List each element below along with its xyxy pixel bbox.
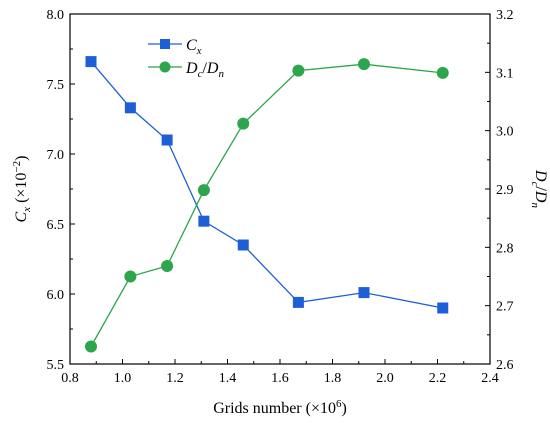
y-right-tick-label: 3.2 xyxy=(496,8,514,23)
series-line-1 xyxy=(90,63,443,347)
x-tick-label: 2.4 xyxy=(481,371,499,386)
series-1-point xyxy=(85,340,97,353)
series-1-point xyxy=(237,117,250,130)
y-left-axis-title: Cx (×10−2) xyxy=(11,156,33,223)
ticks-layer: 0.8 1.0 1.2 1.4 1.6 1.8 2.0 2.2 2.4 5.5 6.0 6.5 7.0 7… xyxy=(47,8,514,386)
y-right-title-a: D xyxy=(532,169,549,182)
legend-dcdn-b-sub: n xyxy=(218,68,224,80)
y-left-title-mult: (×10 xyxy=(13,173,30,207)
legend-label-dcdn: Dc/Dn xyxy=(185,60,224,80)
legend-dcdn-b: D xyxy=(206,60,219,77)
y-left-tick-label: 5.5 xyxy=(47,358,65,373)
series-0-point xyxy=(437,302,449,314)
x-axis-title: Grids number (×106) xyxy=(213,398,347,417)
x-tick-label: 1.0 xyxy=(114,371,132,386)
legend-marker-cx xyxy=(160,39,170,49)
y-right-title-b-sub: n xyxy=(529,202,541,208)
y-left-tick-label: 7.5 xyxy=(47,78,65,93)
series-layer xyxy=(85,56,449,353)
x-axis-title-close: ) xyxy=(341,400,346,417)
x-tick-label: 1.8 xyxy=(324,371,342,386)
series-1-point xyxy=(197,184,210,197)
y-right-tick-label: 2.8 xyxy=(496,241,514,256)
plot-frame xyxy=(69,13,491,365)
legend-label-cx: Cx xyxy=(186,37,202,57)
y-right-title-a-sub: c xyxy=(529,182,541,187)
y-right-tick-label: 2.9 xyxy=(496,183,514,198)
series-1-point xyxy=(161,260,174,272)
series-1-point xyxy=(436,66,449,79)
legend-dcdn-slash: / xyxy=(202,60,207,77)
x-tick-label: 0.8 xyxy=(61,371,79,386)
y-right-tick-label: 3.0 xyxy=(496,125,514,140)
y-left-tick-label: 6.5 xyxy=(47,218,65,233)
x-tick-label: 2.0 xyxy=(376,371,394,386)
series-0-point xyxy=(237,239,249,251)
x-tick-label: 1.4 xyxy=(219,371,237,386)
y-left-title-sup: −2 xyxy=(11,161,23,173)
legend: Cx Dc/Dn xyxy=(148,37,224,80)
y-right-tick-label: 2.6 xyxy=(496,358,514,373)
series-1-point xyxy=(124,270,137,283)
series-0-point xyxy=(85,56,97,68)
x-tick-label: 2.2 xyxy=(429,371,447,386)
legend-marker-dcdn xyxy=(159,61,171,73)
series-1-point xyxy=(292,64,305,77)
legend-cx-main: C xyxy=(186,37,197,54)
legend-dcdn-a-sub: c xyxy=(198,68,203,80)
y-left-tick-label: 8.0 xyxy=(47,8,65,23)
y-right-title-b: D xyxy=(532,190,549,203)
series-line-0 xyxy=(90,61,443,309)
y-left-title-sub: x xyxy=(21,207,33,213)
series-0-point xyxy=(292,296,304,308)
y-right-axis-title: Dc/Dn xyxy=(529,169,549,208)
y-left-tick-label: 6.0 xyxy=(47,288,65,303)
y-left-tick-label: 7.0 xyxy=(47,148,65,163)
y-right-tick-label: 2.7 xyxy=(496,300,514,315)
series-1-point xyxy=(358,58,370,71)
x-tick-label: 1.2 xyxy=(166,371,184,386)
x-axis-title-text: Grids number (×10 xyxy=(213,400,336,417)
series-0-point xyxy=(358,287,370,299)
y-left-title-close: ) xyxy=(13,156,30,161)
legend-cx-sub: x xyxy=(196,45,202,57)
x-tick-label: 1.6 xyxy=(271,371,289,386)
series-0-point xyxy=(161,134,173,146)
series-0-point xyxy=(198,215,210,227)
y-right-tick-label: 3.1 xyxy=(496,66,514,81)
legend-dcdn-a: D xyxy=(185,60,198,77)
y-left-title-main: C xyxy=(13,211,30,222)
series-0-point xyxy=(124,102,136,114)
y-right-title-slash: / xyxy=(532,186,549,191)
x-axis-title-sup: 6 xyxy=(336,398,342,410)
